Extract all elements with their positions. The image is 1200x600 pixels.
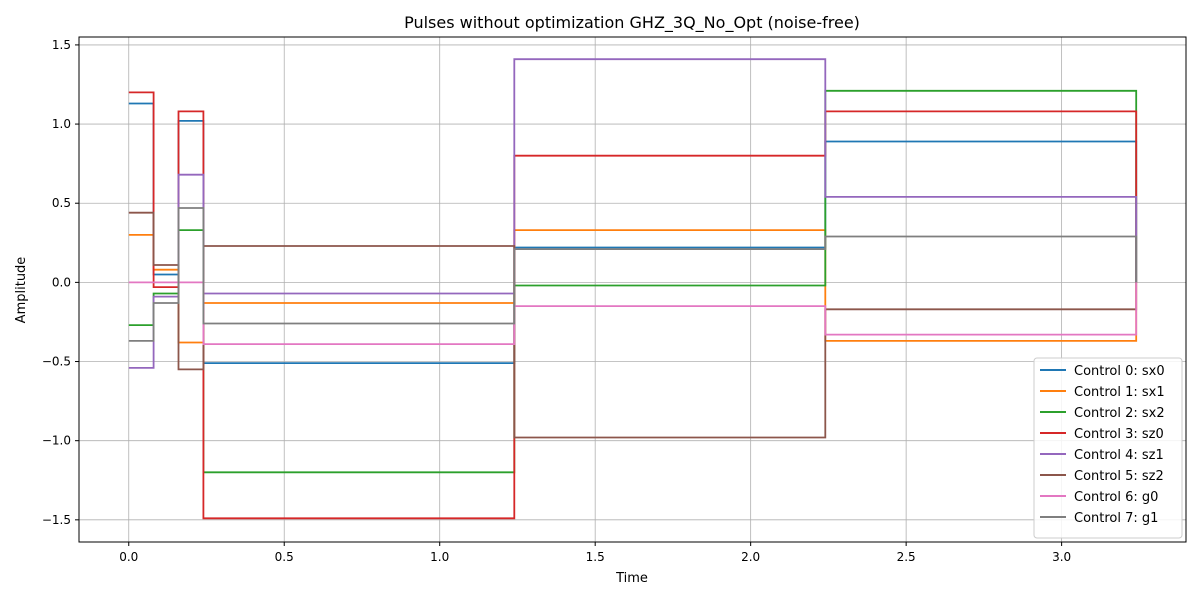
legend-entry-label: Control 7: g1 (1074, 511, 1158, 526)
y-tick-label: −0.5 (42, 355, 71, 369)
legend-box (1033, 357, 1183, 539)
y-tick-label: 0.5 (52, 196, 71, 210)
x-tick-label: 0.5 (275, 550, 294, 564)
x-tick-label: 2.0 (741, 550, 760, 564)
y-axis-ticks: −1.5 −1.0 −0.5 0.0 0.5 1.0 1.5 (42, 38, 79, 527)
x-tick-label: 3.0 (1052, 550, 1071, 564)
y-tick-label: 1.0 (52, 117, 71, 131)
chart-title: Pulses without optimization GHZ_3Q_No_Op… (404, 13, 860, 33)
legend-entry-label: Control 3: sz0 (1074, 427, 1164, 442)
x-tick-label: 1.5 (586, 550, 605, 564)
x-tick-label: 0.0 (119, 550, 138, 564)
legend-entry-label: Control 4: sz1 (1074, 448, 1164, 463)
plot-area-frame (78, 36, 1187, 543)
grid-lines (79, 37, 1186, 542)
series-line-6 (128, 281, 1138, 345)
series-lines (128, 58, 1138, 520)
x-axis-label: Time (615, 571, 648, 586)
y-axis-label: Amplitude (14, 257, 29, 324)
legend: Control 0: sx0 Control 1: sx1 Control 2: s… (1033, 357, 1183, 539)
legend-entry-label: Control 2: sx2 (1074, 406, 1165, 421)
y-tick-label: −1.0 (42, 434, 71, 448)
y-tick-label: 0.0 (52, 275, 71, 289)
y-tick-label: 1.5 (52, 38, 71, 52)
x-tick-label: 1.0 (430, 550, 449, 564)
x-axis-ticks: 0.0 0.5 1.0 1.5 2.0 2.5 3.0 (119, 542, 1071, 564)
x-tick-label: 2.5 (897, 550, 916, 564)
y-tick-label: −1.5 (42, 513, 71, 527)
legend-entry-label: Control 6: g0 (1074, 490, 1158, 505)
legend-entry-label: Control 0: sx0 (1074, 364, 1165, 379)
series-line-7 (128, 207, 1138, 342)
legend-entry-label: Control 1: sx1 (1074, 385, 1165, 400)
legend-entry-label: Control 5: sz2 (1074, 469, 1164, 484)
